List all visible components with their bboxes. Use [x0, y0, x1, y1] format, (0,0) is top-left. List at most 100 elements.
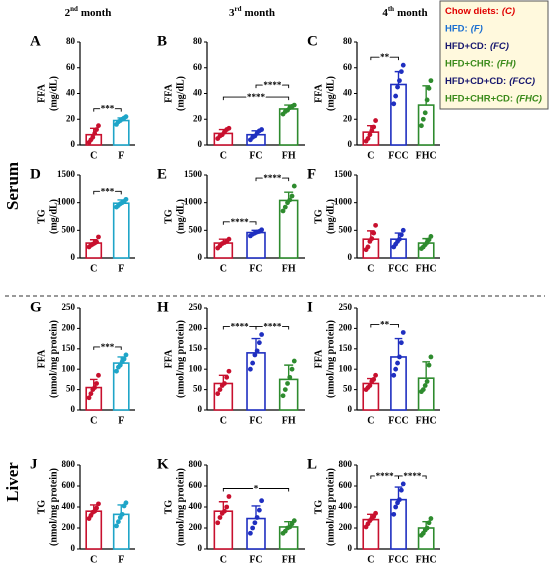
x-tick-label: C: [220, 415, 227, 426]
significance-bracket: [93, 346, 122, 350]
data-point: [289, 366, 295, 372]
y-axis-label: TG: [36, 500, 47, 515]
y-tick-label: 40: [343, 88, 353, 98]
data-point: [88, 391, 94, 397]
data-point: [224, 504, 230, 510]
data-point: [94, 127, 99, 132]
significance-bracket: [370, 324, 399, 328]
data-point: [391, 101, 397, 107]
y-axis-label: FFA: [163, 83, 174, 102]
significance-label: ***: [101, 186, 115, 196]
y-axis-label: (mg/dL): [48, 76, 59, 111]
y-axis-label: (nmol/mg protein): [325, 468, 336, 546]
y-tick-label: 250: [189, 302, 203, 312]
legend-label: Chow diets:: [445, 6, 499, 17]
column-header: 2nd month: [65, 5, 112, 19]
x-tick-label: C: [367, 554, 374, 565]
y-tick-label: 0: [198, 543, 203, 553]
data-point: [94, 505, 99, 511]
significance-bracket: [222, 488, 290, 492]
significance-label: **: [380, 52, 390, 62]
data-point: [217, 515, 223, 520]
data-point: [365, 136, 371, 141]
y-tick-label: 0: [71, 139, 76, 149]
data-point: [123, 196, 129, 202]
y-tick-label: 400: [189, 501, 203, 511]
legend-item: Chow diets: (C): [445, 6, 515, 17]
data-point: [428, 354, 434, 360]
error-bar: [422, 361, 430, 379]
data-point: [123, 352, 129, 358]
ordinal: 4: [382, 7, 388, 19]
header-word: month: [244, 7, 275, 19]
data-point: [96, 123, 101, 129]
data-point: [226, 494, 232, 499]
data-point: [224, 374, 230, 380]
data-point: [373, 118, 378, 123]
data-point: [123, 114, 129, 120]
data-point: [365, 244, 371, 250]
significance-bracket: [222, 221, 257, 225]
x-tick-label: C: [220, 150, 227, 161]
panel-letter: H: [157, 299, 169, 315]
panel-letter: D: [30, 166, 41, 182]
x-tick-label: FHC: [416, 415, 437, 426]
column-header: 3rd month: [229, 5, 275, 19]
data-point: [254, 515, 260, 520]
legend-item: HFD+CD+CD: (FCC): [445, 76, 535, 87]
y-tick-label: 0: [198, 404, 203, 414]
y-tick-label: 200: [189, 522, 203, 532]
data-point: [371, 124, 377, 130]
y-tick-label: 40: [66, 88, 76, 98]
x-tick-label: C: [90, 554, 97, 565]
significance-bracket: [370, 56, 399, 61]
y-tick-label: 200: [339, 522, 353, 532]
x-tick-label: C: [367, 415, 374, 426]
bar: [278, 526, 299, 550]
y-tick-label: 50: [193, 384, 203, 394]
x-tick-label: F: [118, 554, 124, 565]
data-point: [291, 358, 297, 364]
y-axis-label: (nmol/mg protein): [325, 320, 336, 398]
legend-label: HFD+CD:: [445, 41, 487, 52]
legend-label: HFD:: [445, 23, 468, 34]
panel-letter: E: [157, 166, 167, 182]
column-header: 4th month: [382, 5, 427, 19]
legend-code: (C): [502, 6, 515, 17]
x-tick-label: F: [118, 263, 124, 274]
data-point: [371, 377, 377, 382]
data-point: [369, 236, 375, 242]
y-axis-label: (nmol/mg protein): [48, 320, 59, 398]
bar: [362, 518, 380, 550]
y-axis-label: (nmol/mg protein): [175, 320, 186, 398]
x-tick-label: F: [118, 415, 124, 426]
panel-letter: I: [307, 299, 313, 315]
legend-code: (FC): [490, 41, 509, 52]
significance-label: ****: [247, 92, 266, 102]
bar: [213, 510, 234, 550]
y-tick-label: 1000: [57, 197, 76, 207]
panel-letter: A: [30, 33, 41, 49]
data-point: [398, 69, 404, 75]
y-tick-label: 0: [348, 404, 353, 414]
ordinal-suffix: nd: [70, 5, 78, 13]
y-tick-label: 60: [66, 62, 76, 72]
data-point: [424, 525, 430, 531]
data-point: [397, 497, 402, 503]
y-axis-label: FFA: [313, 83, 324, 102]
y-tick-label: 200: [189, 322, 203, 332]
data-point: [400, 227, 406, 233]
data-point: [391, 372, 397, 378]
data-point: [398, 340, 404, 346]
data-point: [398, 232, 404, 238]
data-point: [287, 197, 293, 203]
data-point: [391, 511, 397, 517]
row-label: Liver: [3, 462, 22, 502]
data-point: [419, 123, 424, 129]
legend-item: HFD+CHR: (FH): [445, 58, 516, 69]
significance-label: ****: [403, 471, 422, 481]
data-point: [398, 487, 404, 493]
data-point: [119, 511, 125, 517]
data-point: [252, 520, 258, 526]
